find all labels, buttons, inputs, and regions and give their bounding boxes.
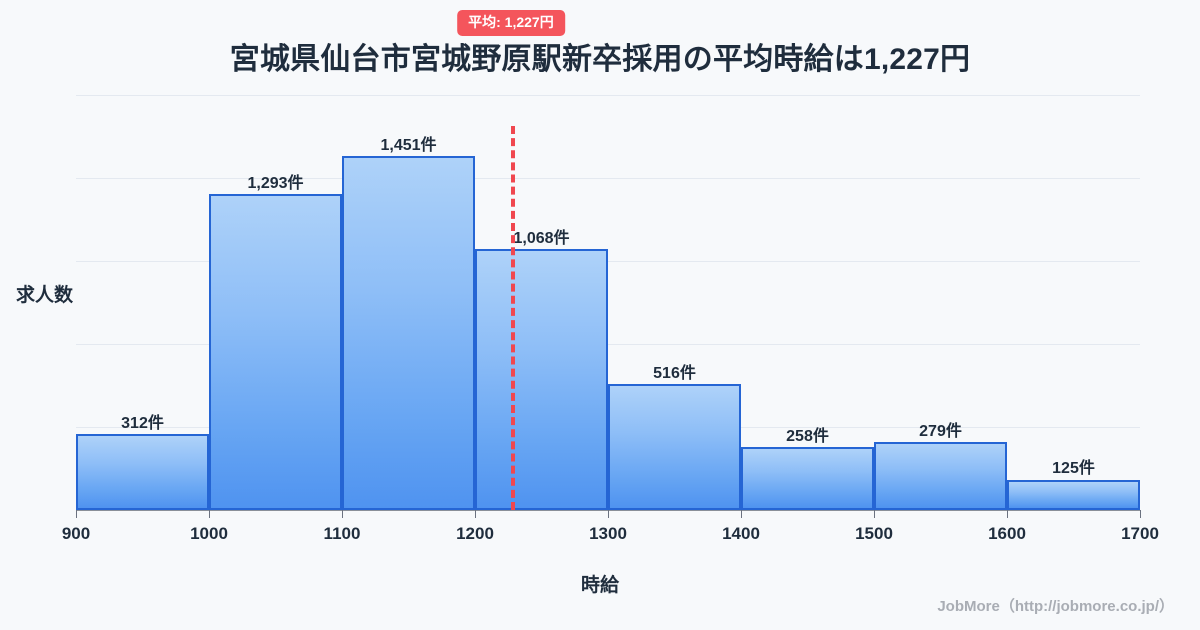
x-tick-mark <box>209 510 210 518</box>
average-badge: 平均: 1,227円 <box>457 10 565 36</box>
gridline <box>76 344 1140 345</box>
x-axis: 900 1000 1100 1200 1300 1400 1500 1600 1700 <box>62 510 1159 543</box>
y-axis-title: 求人数 <box>16 285 74 306</box>
x-tick-label: 900 <box>61 524 91 543</box>
x-tick-label: 1400 <box>722 524 760 543</box>
gridline <box>76 178 1140 179</box>
x-tick-mark <box>342 510 343 518</box>
x-tick-mark <box>874 510 875 518</box>
bar-value-label: 1,451件 <box>380 136 437 154</box>
x-tick-label: 1600 <box>988 524 1026 543</box>
average-line <box>510 126 515 510</box>
histogram-bar[interactable] <box>741 447 874 510</box>
x-tick-label: 1200 <box>456 524 494 543</box>
x-axis-title: 時給 <box>580 575 619 596</box>
x-tick-label: 1000 <box>190 524 228 543</box>
histogram-bar[interactable] <box>608 384 741 510</box>
x-tick-mark <box>76 510 77 518</box>
histogram-bar[interactable] <box>209 194 342 510</box>
bar-value-label: 125件 <box>1052 460 1095 478</box>
x-tick-mark <box>475 510 476 518</box>
x-tick-label: 1100 <box>323 524 361 543</box>
bar-value-label: 1,293件 <box>247 175 304 193</box>
x-tick-mark <box>741 510 742 518</box>
bar-value-label: 516件 <box>653 365 696 383</box>
histogram-bar[interactable] <box>874 441 1007 510</box>
histogram-bar[interactable] <box>342 155 475 510</box>
x-tick-mark <box>608 510 609 518</box>
page-title: 宮城県仙台市宮城野原駅新卒採用の平均時給は1,227円 <box>229 43 971 76</box>
x-tick-mark <box>1140 510 1141 518</box>
bar-value-label: 1,068件 <box>513 230 570 248</box>
x-tick-label: 1500 <box>855 524 893 543</box>
x-tick-mark <box>1007 510 1008 518</box>
gridline <box>76 261 1140 262</box>
bar-value-label: 279件 <box>919 422 962 440</box>
x-tick-label: 1300 <box>589 524 627 543</box>
gridline <box>76 95 1140 96</box>
histogram-bar[interactable] <box>76 433 209 510</box>
histogram-bar[interactable] <box>1007 479 1140 510</box>
plot-area: 312件 1,293件 1,451件 1,068件 516件 258件 279件 125件 <box>76 95 1140 510</box>
footer-watermark: JobMore（http://jobmore.co.jp/） <box>937 598 1174 615</box>
x-tick-label: 1700 <box>1121 524 1159 543</box>
histogram-bar[interactable] <box>475 249 608 510</box>
bar-value-label: 258件 <box>786 428 829 446</box>
bar-value-label: 312件 <box>121 414 164 432</box>
